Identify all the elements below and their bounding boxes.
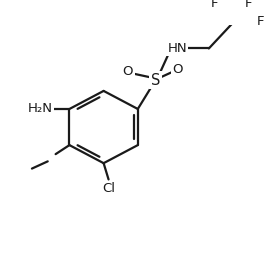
Text: O: O <box>123 64 133 78</box>
Text: H₂N: H₂N <box>27 102 52 116</box>
Text: F: F <box>211 0 219 10</box>
Text: HN: HN <box>167 42 187 55</box>
Text: Cl: Cl <box>102 182 115 195</box>
Text: O: O <box>172 63 182 76</box>
Text: F: F <box>256 15 264 28</box>
Text: F: F <box>244 0 252 10</box>
Text: S: S <box>151 72 160 87</box>
